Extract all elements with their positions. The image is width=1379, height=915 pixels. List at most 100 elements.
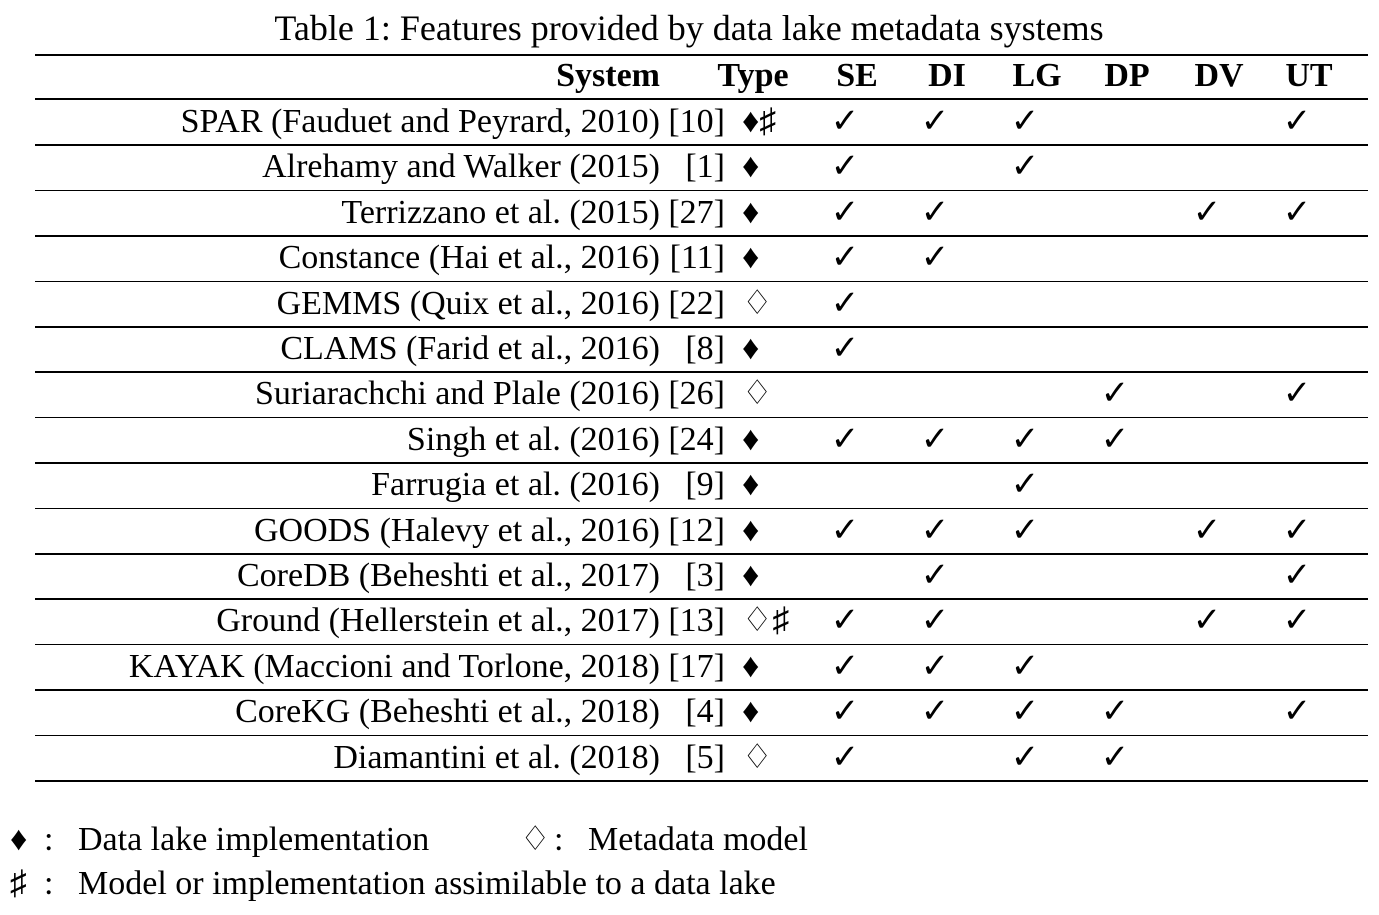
type-cell: ♦ xyxy=(742,239,760,277)
rule xyxy=(35,507,1368,510)
rule xyxy=(35,553,1368,555)
rule xyxy=(35,462,1368,464)
check-cell: ✓ xyxy=(830,738,860,776)
legend-symbol: ♦ xyxy=(10,821,28,858)
check-cell: ✓ xyxy=(1192,193,1222,231)
check-cell: ✓ xyxy=(830,330,860,367)
ref-cell: [22] xyxy=(668,284,725,322)
ref-cell: [4] xyxy=(685,693,725,731)
header-cell: DI xyxy=(928,57,966,94)
system-cell: Suriarachchi and Plale (2016) xyxy=(254,375,660,413)
check-cell: ✓ xyxy=(830,148,860,186)
header-cell: DV xyxy=(1194,57,1244,94)
check-cell: ✓ xyxy=(1010,148,1040,186)
type-cell: ♦ xyxy=(742,420,760,458)
legend-symbol: ♯ xyxy=(10,865,27,902)
check-cell: ✓ xyxy=(830,420,860,458)
system-cell: Ground (Hellerstein et al., 2017) xyxy=(216,602,660,640)
check-cell: ✓ xyxy=(1192,511,1222,549)
type-cell: ♦ xyxy=(742,511,760,549)
rule xyxy=(35,780,1368,782)
check-cell: ✓ xyxy=(1010,738,1040,776)
rule xyxy=(35,235,1368,237)
system-cell: Terrizzano et al. (2015) xyxy=(341,193,660,231)
ref-cell: [24] xyxy=(668,420,725,458)
check-cell: ✓ xyxy=(920,693,950,731)
check-cell: ✓ xyxy=(1100,420,1130,458)
check-cell: ✓ xyxy=(1192,602,1222,640)
check-cell: ✓ xyxy=(1010,420,1040,458)
rule xyxy=(35,98,1368,100)
system-cell: Farrugia et al. (2016) xyxy=(371,466,660,504)
system-cell: Alrehamy and Walker (2015) xyxy=(262,148,660,186)
check-cell: ✓ xyxy=(830,193,860,231)
check-cell: ✓ xyxy=(830,239,860,277)
check-cell: ✓ xyxy=(830,284,860,322)
type-cell: ♦ xyxy=(742,148,760,186)
table-title: Table 1: Features provided by data lake … xyxy=(274,8,1104,48)
header-cell: System xyxy=(556,57,660,94)
rule xyxy=(35,371,1368,373)
check-cell: ✓ xyxy=(920,557,950,594)
system-cell: GOODS (Halevy et al., 2016) xyxy=(253,511,660,549)
check-cell: ✓ xyxy=(1282,193,1312,231)
header-cell: LG xyxy=(1012,57,1062,94)
check-cell: ✓ xyxy=(1100,738,1130,776)
system-cell: Diamantini et al. (2018) xyxy=(333,738,660,776)
check-cell: ✓ xyxy=(1282,375,1312,413)
check-cell: ✓ xyxy=(830,693,860,731)
ref-cell: [3] xyxy=(685,557,725,594)
check-cell: ✓ xyxy=(1010,647,1040,685)
check-cell: ✓ xyxy=(830,511,860,549)
check-cell: ✓ xyxy=(1282,511,1312,549)
header-cell: DP xyxy=(1104,57,1150,94)
legend-text: Model or implementation assimilable to a… xyxy=(78,865,776,902)
check-cell: ✓ xyxy=(830,103,860,140)
check-cell: ✓ xyxy=(1010,103,1040,140)
ref-cell: [9] xyxy=(685,466,725,504)
ref-cell: [1] xyxy=(685,148,725,186)
type-cell: ♢ xyxy=(742,375,773,413)
system-cell: KAYAK (Maccioni and Torlone, 2018) xyxy=(128,647,660,685)
rule xyxy=(35,144,1368,146)
check-cell: ✓ xyxy=(920,239,950,277)
check-cell: ✓ xyxy=(920,511,950,549)
type-cell: ♦ xyxy=(742,693,760,731)
type-cell: ♢♯ xyxy=(742,602,790,640)
check-cell: ✓ xyxy=(920,420,950,458)
check-cell: ✓ xyxy=(920,647,950,685)
ref-cell: [27] xyxy=(668,193,725,231)
check-cell: ✓ xyxy=(1100,375,1130,413)
check-cell: ✓ xyxy=(1010,511,1040,549)
check-cell: ✓ xyxy=(1010,693,1040,731)
ref-cell: [8] xyxy=(685,330,725,367)
type-cell: ♢ xyxy=(742,284,773,322)
ref-cell: [11] xyxy=(669,239,725,277)
type-cell: ♦ xyxy=(742,647,760,685)
system-cell: CoreKG (Beheshti et al., 2018) xyxy=(235,693,660,731)
rule xyxy=(35,280,1368,283)
ref-cell: [12] xyxy=(668,511,725,549)
legend-separator: : xyxy=(44,865,54,902)
header-cell: Type xyxy=(717,57,789,94)
rule xyxy=(35,189,1368,192)
ref-cell: [13] xyxy=(668,602,725,640)
check-cell: ✓ xyxy=(920,103,950,140)
check-cell: ✓ xyxy=(1010,466,1040,504)
system-cell: Singh et al. (2016) xyxy=(406,420,660,458)
check-cell: ✓ xyxy=(1282,693,1312,731)
system-cell: CLAMS (Farid et al., 2016) xyxy=(280,330,660,367)
check-cell: ✓ xyxy=(830,647,860,685)
legend-symbol: ♢ xyxy=(520,821,551,858)
rule xyxy=(35,598,1368,600)
rule xyxy=(35,689,1368,691)
legend-separator: : xyxy=(554,821,564,858)
header-cell: UT xyxy=(1285,57,1333,94)
type-cell: ♦♯ xyxy=(742,103,777,140)
system-cell: Constance (Hai et al., 2016) xyxy=(278,239,660,277)
legend-text: Data lake implementation xyxy=(78,821,430,858)
header-cell: SE xyxy=(836,57,878,94)
check-cell: ✓ xyxy=(920,193,950,231)
ref-cell: [26] xyxy=(668,375,725,413)
